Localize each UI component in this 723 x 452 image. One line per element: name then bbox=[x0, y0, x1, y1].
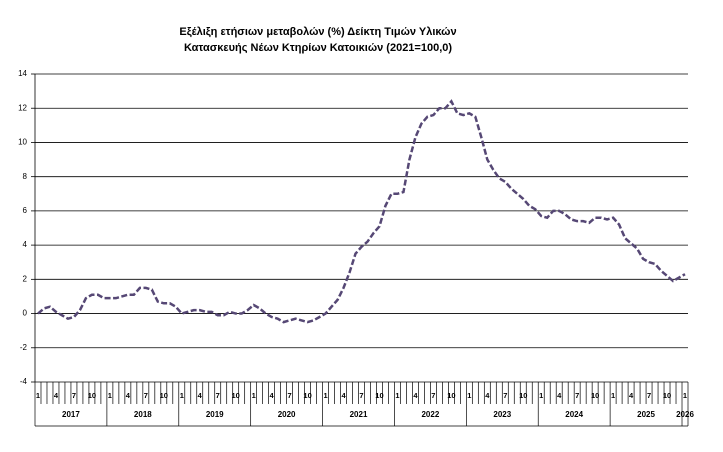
x-tick-label: 4 bbox=[413, 391, 418, 400]
x-tick-label: 7 bbox=[359, 391, 363, 400]
x-tick-label: 1 bbox=[395, 391, 399, 400]
chart-title: Κατασκευής Νέων Κτηρίων Κατοικιών (2021=… bbox=[184, 42, 452, 54]
year-label: 2025 bbox=[637, 410, 655, 419]
y-tick-label: -2 bbox=[20, 343, 28, 352]
x-tick-label: 1 bbox=[36, 391, 40, 400]
year-label: 2026 bbox=[676, 410, 694, 419]
x-tick-label: 1 bbox=[539, 391, 543, 400]
x-tick-label: 4 bbox=[485, 391, 490, 400]
x-tick-label: 10 bbox=[663, 391, 671, 400]
x-tick-label: 10 bbox=[303, 391, 311, 400]
x-tick-label: 4 bbox=[270, 391, 275, 400]
x-tick-label: 7 bbox=[144, 391, 148, 400]
x-tick-label: 4 bbox=[629, 391, 634, 400]
x-tick-label: 10 bbox=[232, 391, 240, 400]
chart-title: Εξέλιξη ετήσιων μεταβολών (%) Δείκτη Τιμ… bbox=[179, 26, 456, 38]
x-tick-label: 7 bbox=[503, 391, 507, 400]
x-tick-label: 4 bbox=[126, 391, 131, 400]
x-tick-label: 4 bbox=[198, 391, 203, 400]
year-label: 2021 bbox=[350, 410, 368, 419]
x-tick-label: 1 bbox=[252, 391, 256, 400]
x-tick-label: 10 bbox=[591, 391, 599, 400]
year-label: 2024 bbox=[565, 410, 583, 419]
year-label: 2017 bbox=[62, 410, 80, 419]
x-tick-label: 4 bbox=[557, 391, 562, 400]
x-tick-label: 1 bbox=[323, 391, 327, 400]
x-tick-label: 1 bbox=[611, 391, 615, 400]
x-tick-label: 7 bbox=[647, 391, 651, 400]
data-line bbox=[37, 99, 686, 324]
y-tick-label: 14 bbox=[18, 69, 27, 78]
x-tick-label: 10 bbox=[447, 391, 455, 400]
y-tick-label: 2 bbox=[23, 274, 28, 283]
x-tick-label: 1 bbox=[108, 391, 112, 400]
y-tick-label: 10 bbox=[18, 138, 27, 147]
x-tick-label: 10 bbox=[375, 391, 383, 400]
year-label: 2018 bbox=[134, 410, 152, 419]
y-tick-label: 6 bbox=[23, 206, 28, 215]
y-tick-label: 8 bbox=[23, 172, 28, 181]
year-label: 2023 bbox=[493, 410, 511, 419]
x-tick-label: 4 bbox=[54, 391, 59, 400]
y-tick-label: 0 bbox=[23, 309, 28, 318]
year-label: 2019 bbox=[206, 410, 224, 419]
year-label: 2022 bbox=[421, 410, 439, 419]
y-tick-label: 12 bbox=[18, 103, 27, 112]
x-tick-label: 4 bbox=[341, 391, 346, 400]
x-tick-label: 7 bbox=[72, 391, 76, 400]
x-tick-label: 1 bbox=[683, 391, 687, 400]
y-tick-label: 4 bbox=[23, 240, 28, 249]
year-label: 2020 bbox=[278, 410, 296, 419]
x-tick-label: 7 bbox=[288, 391, 292, 400]
x-tick-label: 1 bbox=[467, 391, 471, 400]
y-tick-label: -4 bbox=[20, 377, 28, 386]
x-tick-label: 10 bbox=[519, 391, 527, 400]
x-tick-label: 7 bbox=[575, 391, 579, 400]
x-tick-label: 7 bbox=[216, 391, 220, 400]
x-tick-label: 10 bbox=[88, 391, 96, 400]
x-tick-label: 10 bbox=[160, 391, 168, 400]
x-tick-label: 7 bbox=[431, 391, 435, 400]
x-tick-label: 1 bbox=[180, 391, 184, 400]
